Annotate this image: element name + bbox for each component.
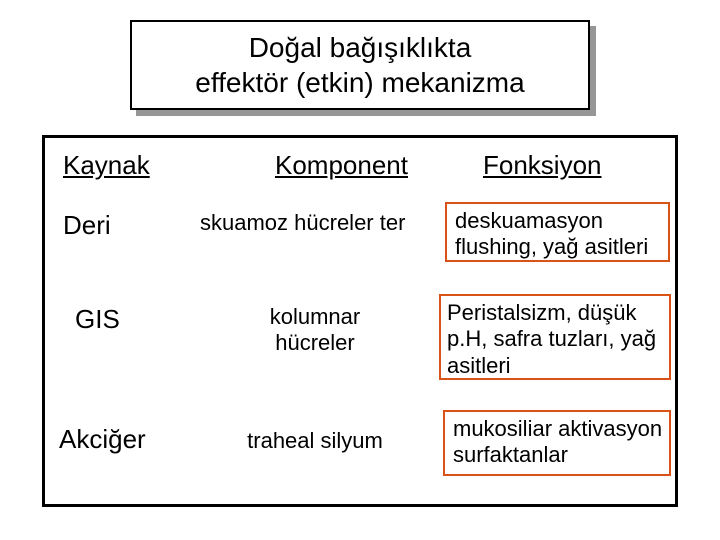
row2-function: Peristalsizm, düşük p.H, safra tuzları, … <box>447 300 665 379</box>
row1-function: deskuamasyon flushing, yağ asitleri <box>455 208 665 261</box>
row1-component: skuamoz hücreler ter <box>200 210 430 236</box>
header-source: Kaynak <box>63 150 150 181</box>
title-text: Doğal bağışıklıkta effektör (etkin) meka… <box>195 30 524 100</box>
row2-source: GIS <box>75 304 120 335</box>
title-line2: effektör (etkin) mekanizma <box>195 67 524 98</box>
row3-function: mukosiliar aktivasyon surfaktanlar <box>453 416 665 469</box>
header-component: Komponent <box>275 150 408 181</box>
row1-source: Deri <box>63 210 111 241</box>
title-box: Doğal bağışıklıkta effektör (etkin) meka… <box>130 20 590 110</box>
header-function: Fonksiyon <box>483 150 602 181</box>
row3-source: Akciğer <box>59 424 146 455</box>
row2-component: kolumnar hücreler <box>245 304 385 357</box>
row3-component: traheal silyum <box>225 428 405 454</box>
title-container: Doğal bağışıklıkta effektör (etkin) meka… <box>130 20 590 110</box>
main-table-box: Kaynak Komponent Fonksiyon Deri skuamoz … <box>42 135 678 507</box>
title-line1: Doğal bağışıklıkta <box>249 32 472 63</box>
